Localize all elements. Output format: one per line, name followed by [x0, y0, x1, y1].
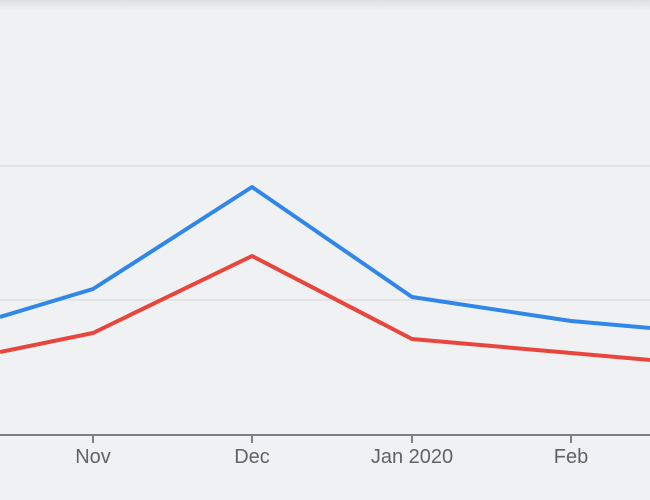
x-axis-tick: [92, 436, 94, 443]
series-red-line: [0, 254, 650, 362]
x-axis-label: Feb: [553, 446, 589, 468]
gridline: [0, 299, 650, 301]
x-axis-tick: [251, 436, 253, 443]
x-axis-line: [0, 434, 650, 436]
x-axis-label: Nov: [75, 446, 111, 468]
gridline: [0, 165, 650, 167]
x-axis-tick: [411, 436, 413, 443]
x-axis-tick: [570, 436, 572, 443]
x-axis-label: Dec: [234, 446, 270, 468]
series-blue-line: [0, 185, 650, 330]
x-axis-label: Jan 2020: [370, 446, 454, 468]
